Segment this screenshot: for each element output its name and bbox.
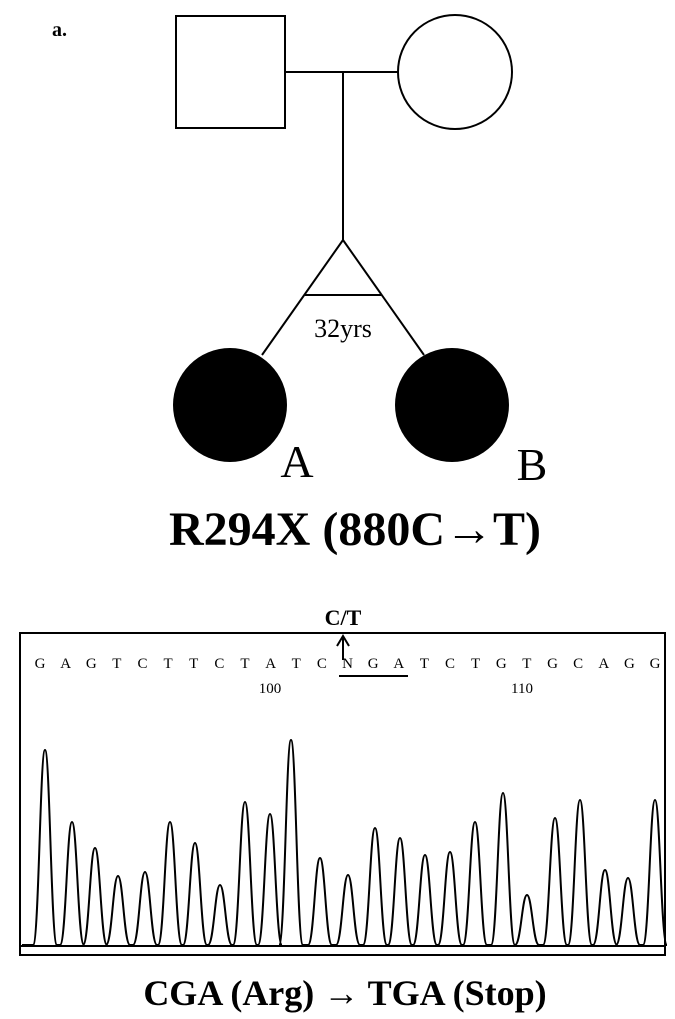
base-letter: T: [164, 656, 173, 672]
figure: a. 32yrs A B R294X (880C→T) C/T GAGTCTTC…: [0, 0, 675, 1019]
base-letter: A: [393, 656, 404, 672]
base-letter: C: [573, 656, 583, 672]
base-letter: A: [60, 656, 71, 672]
mutation-label: R294X (880C→T): [169, 503, 541, 556]
base-letter: T: [471, 656, 480, 672]
base-letter: G: [624, 656, 635, 672]
base-letter: T: [420, 656, 429, 672]
base-letter: C: [137, 656, 147, 672]
base-letter: G: [496, 656, 507, 672]
panel-label: a.: [52, 19, 67, 41]
twin-age: 32yrs: [314, 314, 372, 343]
base-letter: G: [368, 656, 379, 672]
individual-label: A: [280, 436, 313, 487]
base-letter: C: [445, 656, 455, 672]
base-letter: A: [265, 656, 276, 672]
base-letter: T: [522, 656, 531, 672]
base-letter: G: [650, 656, 661, 672]
affected-twin: [395, 348, 509, 462]
individual-label: B: [517, 439, 548, 490]
base-letter: C: [214, 656, 224, 672]
position-label: 100: [259, 681, 282, 697]
base-letter: G: [35, 656, 46, 672]
base-letter: G: [547, 656, 558, 672]
base-letter: G: [86, 656, 97, 672]
base-letter: T: [292, 656, 301, 672]
base-letter: C: [317, 656, 327, 672]
caption: CGA (Arg) → TGA (Stop): [143, 973, 546, 1013]
base-letter: T: [112, 656, 121, 672]
base-letter: T: [240, 656, 249, 672]
trace: [22, 740, 667, 945]
position-label: 110: [511, 681, 533, 697]
base-letter: A: [598, 656, 609, 672]
mother: [398, 15, 512, 129]
base-letter: T: [189, 656, 198, 672]
affected-twin: [173, 348, 287, 462]
variant-label: C/T: [325, 605, 362, 630]
father: [176, 16, 285, 128]
base-letter: N: [342, 656, 353, 672]
